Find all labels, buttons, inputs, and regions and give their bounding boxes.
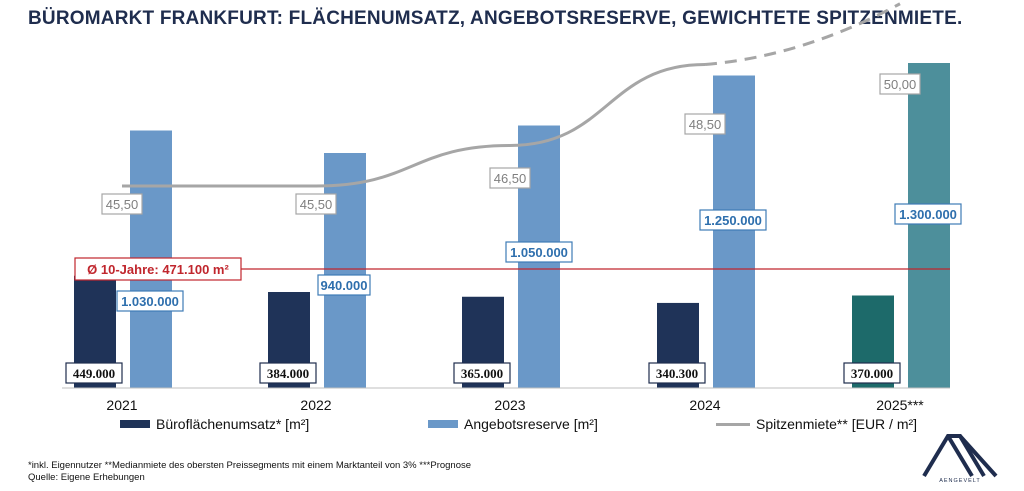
label-miete-2024: 48,50 (689, 117, 722, 132)
legend-item-miete: Spitzenmiete** [EUR / m²] (716, 416, 917, 432)
x-tick-2025***: 2025*** (876, 397, 924, 412)
legend-swatch-umsatz (120, 420, 150, 428)
footnote-source: Quelle: Eigene Erhebungen (28, 472, 145, 483)
label-umsatz-2022-box (259, 362, 317, 384)
legend-swatch-reserve (428, 420, 458, 428)
label-miete-2021: 45,50 (106, 197, 139, 212)
label-reserve-2023-box (505, 241, 573, 263)
x-tick-2024: 2024 (689, 397, 720, 412)
reference-line-label-box (74, 257, 242, 281)
label-reserve-2025***-box (894, 203, 962, 225)
label-miete-2023-box (489, 167, 531, 189)
legend-label-miete: Spitzenmiete** [EUR / m²] (756, 416, 918, 432)
label-umsatz-2024-box (648, 362, 706, 384)
label-miete-2025***-box (879, 73, 921, 95)
label-reserve-2024-box (699, 209, 767, 231)
label-umsatz-2021: 449.000 (73, 366, 115, 381)
label-umsatz-2021-box (65, 362, 123, 384)
x-tick-2022: 2022 (300, 397, 331, 412)
line-spitzenmiete-forecast (704, 2, 901, 66)
company-logo: AENGEVELT (918, 430, 1002, 488)
label-miete-2024-box (684, 113, 726, 135)
footnote: *inkl. Eigennutzer **Medianmiete des obe… (28, 460, 471, 484)
reference-line-label: Ø 10-Jahre: 471.100 m² (87, 262, 229, 277)
label-miete-2022-box (295, 193, 337, 215)
label-reserve-2022: 940.000 (321, 278, 368, 293)
chart-canvas: 45,50 45,50 46,50 48,50 50,00 1.030.000 940.00… (62, 2, 962, 412)
label-umsatz-2023-box (453, 362, 511, 384)
label-miete-2025***: 50,00 (884, 77, 917, 92)
bar-reserve-2022 (324, 153, 366, 388)
label-reserve-2024: 1.250.000 (704, 213, 762, 228)
x-tick-2021: 2021 (106, 397, 137, 412)
label-umsatz-2025***-box (843, 362, 901, 384)
legend-line-miete (716, 422, 750, 426)
label-reserve-2025***: 1.300.000 (899, 207, 957, 222)
label-miete-2022: 45,50 (300, 197, 333, 212)
label-umsatz-2023: 365.000 (461, 366, 503, 381)
label-umsatz-2024: 340.300 (656, 366, 698, 381)
bar-reserve-2025*** (908, 63, 950, 388)
label-reserve-2022-box (317, 274, 371, 296)
legend-label-umsatz: Büroflächenumsatz* [m²] (156, 416, 310, 432)
label-reserve-2023: 1.050.000 (510, 245, 568, 260)
footnote-line-1: *inkl. Eigennutzer **Medianmiete des obe… (28, 460, 472, 471)
label-miete-2023: 46,50 (494, 171, 527, 186)
logo-text: AENGEVELT (939, 478, 981, 484)
legend-item-umsatz: Büroflächenumsatz* [m²] (120, 416, 309, 432)
legend-label-reserve: Angebotsreserve [m²] (464, 416, 598, 432)
chart-title: BÜROMARKT FRANKFURT: FLÄCHENUMSATZ, ANGE… (28, 8, 963, 29)
label-miete-2021-box (101, 193, 143, 215)
label-reserve-2021-box (116, 290, 184, 312)
label-umsatz-2022: 384.000 (267, 366, 309, 381)
line-spitzenmiete (122, 63, 706, 188)
logo-icon (922, 434, 998, 478)
label-umsatz-2025***: 370.000 (851, 366, 893, 381)
legend-item-reserve: Angebotsreserve [m²] (428, 416, 598, 432)
label-reserve-2021: 1.030.000 (121, 294, 179, 309)
x-tick-2023: 2023 (494, 397, 525, 412)
